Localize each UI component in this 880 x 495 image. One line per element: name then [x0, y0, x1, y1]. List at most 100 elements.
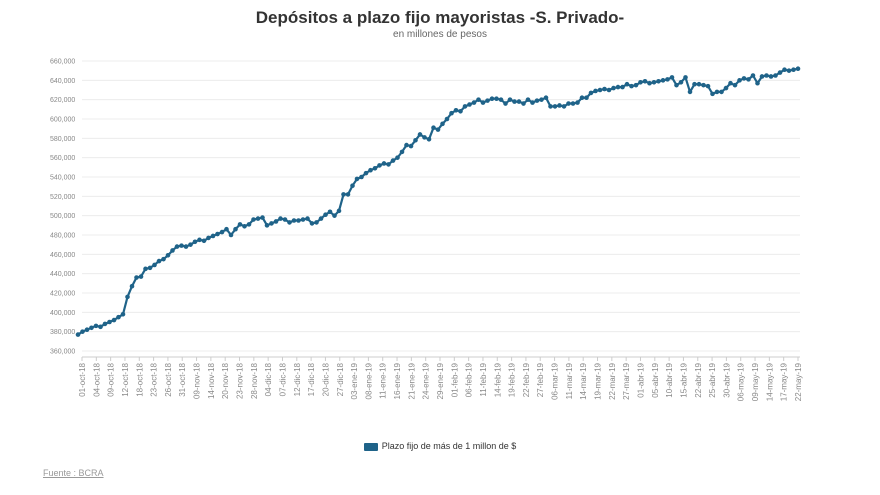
- data-point[interactable]: [687, 89, 693, 95]
- data-point[interactable]: [597, 87, 603, 93]
- data-point[interactable]: [449, 110, 454, 116]
- data-point[interactable]: [696, 81, 702, 87]
- data-point[interactable]: [327, 209, 333, 215]
- data-point[interactable]: [336, 208, 342, 214]
- data-point[interactable]: [606, 87, 612, 93]
- data-point[interactable]: [777, 70, 783, 75]
- data-point[interactable]: [534, 98, 540, 103]
- data-point[interactable]: [116, 314, 121, 320]
- data-point[interactable]: [543, 95, 549, 101]
- data-point[interactable]: [552, 104, 558, 109]
- data-point[interactable]: [732, 82, 738, 88]
- data-point[interactable]: [215, 231, 220, 237]
- data-point[interactable]: [192, 239, 198, 245]
- data-point[interactable]: [714, 89, 720, 95]
- data-point[interactable]: [548, 104, 553, 109]
- data-point[interactable]: [741, 76, 747, 81]
- data-point[interactable]: [579, 95, 585, 101]
- data-point[interactable]: [237, 222, 243, 227]
- data-point[interactable]: [656, 79, 661, 84]
- data-point[interactable]: [377, 163, 382, 168]
- data-point[interactable]: [161, 256, 166, 262]
- data-point[interactable]: [422, 135, 427, 140]
- data-point[interactable]: [426, 137, 432, 142]
- data-point[interactable]: [368, 167, 373, 173]
- data-point[interactable]: [318, 216, 324, 221]
- data-point[interactable]: [615, 84, 621, 90]
- data-point[interactable]: [98, 324, 103, 330]
- data-point[interactable]: [228, 232, 234, 238]
- data-point[interactable]: [489, 96, 495, 101]
- data-point[interactable]: [768, 74, 774, 79]
- data-point[interactable]: [305, 216, 310, 221]
- data-point[interactable]: [273, 219, 279, 224]
- data-point[interactable]: [773, 73, 778, 78]
- data-point[interactable]: [255, 216, 261, 221]
- data-point[interactable]: [557, 103, 562, 108]
- data-point[interactable]: [233, 226, 238, 232]
- data-point[interactable]: [381, 161, 387, 166]
- data-point[interactable]: [188, 242, 193, 247]
- data-point[interactable]: [206, 235, 211, 241]
- data-point[interactable]: [242, 224, 247, 229]
- data-point[interactable]: [246, 222, 252, 227]
- data-point[interactable]: [197, 237, 202, 243]
- data-point[interactable]: [260, 215, 265, 220]
- data-point[interactable]: [728, 80, 733, 86]
- data-point[interactable]: [570, 101, 576, 106]
- data-point[interactable]: [750, 73, 756, 78]
- data-point[interactable]: [147, 265, 153, 271]
- data-point[interactable]: [507, 97, 513, 102]
- data-point[interactable]: [705, 83, 711, 89]
- data-point[interactable]: [611, 85, 616, 91]
- data-point[interactable]: [134, 275, 139, 280]
- data-point[interactable]: [332, 213, 337, 218]
- data-point[interactable]: [692, 81, 697, 87]
- data-point[interactable]: [674, 82, 679, 88]
- data-point[interactable]: [516, 99, 522, 104]
- data-point[interactable]: [359, 174, 364, 180]
- data-point[interactable]: [174, 244, 180, 249]
- data-point[interactable]: [75, 332, 81, 337]
- data-point[interactable]: [525, 97, 531, 102]
- data-point[interactable]: [89, 325, 94, 331]
- data-point[interactable]: [678, 79, 684, 85]
- data-point[interactable]: [125, 294, 130, 300]
- data-point[interactable]: [93, 323, 99, 329]
- data-point[interactable]: [350, 183, 355, 188]
- data-point[interactable]: [588, 90, 594, 96]
- data-point[interactable]: [408, 143, 414, 149]
- data-point[interactable]: [413, 137, 418, 143]
- data-point[interactable]: [665, 77, 670, 82]
- data-point[interactable]: [219, 229, 225, 235]
- data-point[interactable]: [444, 116, 450, 122]
- data-point[interactable]: [494, 96, 499, 101]
- data-point[interactable]: [512, 99, 517, 104]
- data-point[interactable]: [462, 104, 468, 109]
- data-point[interactable]: [431, 125, 436, 130]
- data-point[interactable]: [314, 220, 319, 225]
- data-point[interactable]: [647, 80, 652, 86]
- data-point[interactable]: [584, 95, 589, 101]
- legend[interactable]: Plazo fijo de más de 1 millon de $: [0, 441, 880, 451]
- data-point[interactable]: [84, 327, 90, 333]
- data-point[interactable]: [386, 162, 391, 167]
- data-point[interactable]: [264, 223, 270, 228]
- data-point[interactable]: [602, 86, 607, 92]
- data-point[interactable]: [354, 176, 360, 182]
- data-point[interactable]: [701, 82, 706, 88]
- data-point[interactable]: [296, 218, 301, 223]
- data-point[interactable]: [179, 243, 184, 248]
- data-point[interactable]: [629, 83, 634, 89]
- data-point[interactable]: [183, 244, 189, 249]
- data-point[interactable]: [143, 266, 148, 272]
- data-point[interactable]: [624, 81, 630, 87]
- data-point[interactable]: [170, 248, 175, 253]
- data-point[interactable]: [723, 85, 729, 91]
- data-point[interactable]: [539, 97, 544, 102]
- data-point[interactable]: [642, 79, 648, 84]
- data-point[interactable]: [503, 101, 508, 106]
- data-point[interactable]: [660, 78, 666, 83]
- data-point[interactable]: [786, 68, 792, 73]
- data-point[interactable]: [471, 100, 477, 105]
